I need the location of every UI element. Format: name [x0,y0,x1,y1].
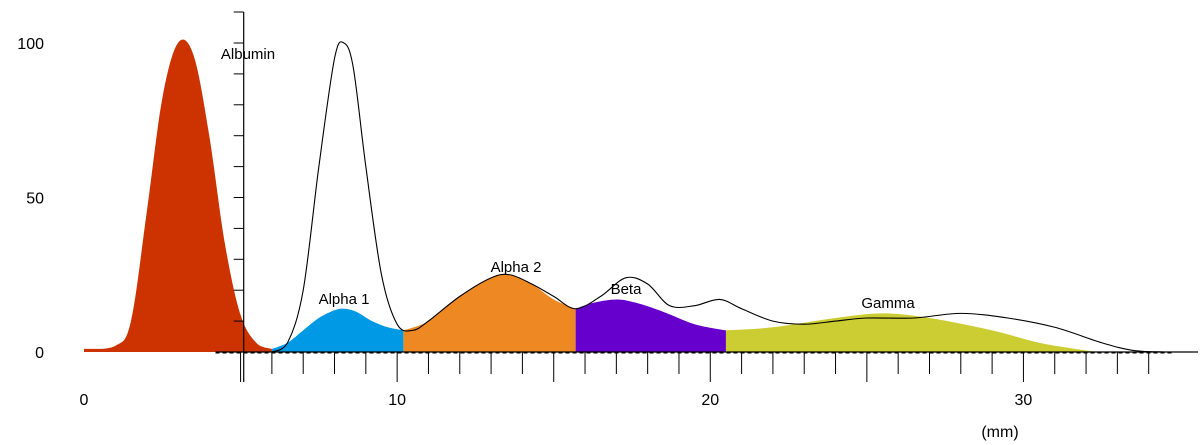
band-gamma-area [725,313,1102,352]
band-label-alpha-2: Alpha 2 [491,259,542,276]
band-label-gamma: Gamma [861,295,915,312]
y-tick-labels: 0 50 100 [17,36,44,362]
y-tick-label: 0 [35,345,44,362]
y-ticks [233,11,244,353]
y-tick-label: 50 [26,191,44,208]
x-ticks [240,352,1150,382]
band-alpha-1-area [271,308,404,352]
x-tick-label: 20 [701,392,719,409]
x-tick-labels: 0 10 20 30 [80,392,1033,409]
x-axis-label: (mm) [981,424,1018,441]
bands-layer [84,39,1102,352]
band-labels: Albumin Alpha 1 Alpha 2 Beta Gamma [221,46,915,312]
reference-curve [271,41,1165,353]
band-beta-area [575,299,726,352]
band-label-beta: Beta [611,281,643,298]
band-alpha-2-area [403,274,576,352]
band-label-alpha-1: Alpha 1 [319,291,370,308]
y-tick-label: 100 [17,36,44,53]
band-label-albumin: Albumin [221,46,275,63]
band-albumin-area [84,39,272,352]
x-tick-label: 0 [80,392,89,409]
x-tick-label: 10 [388,392,406,409]
x-tick-label: 30 [1015,392,1033,409]
